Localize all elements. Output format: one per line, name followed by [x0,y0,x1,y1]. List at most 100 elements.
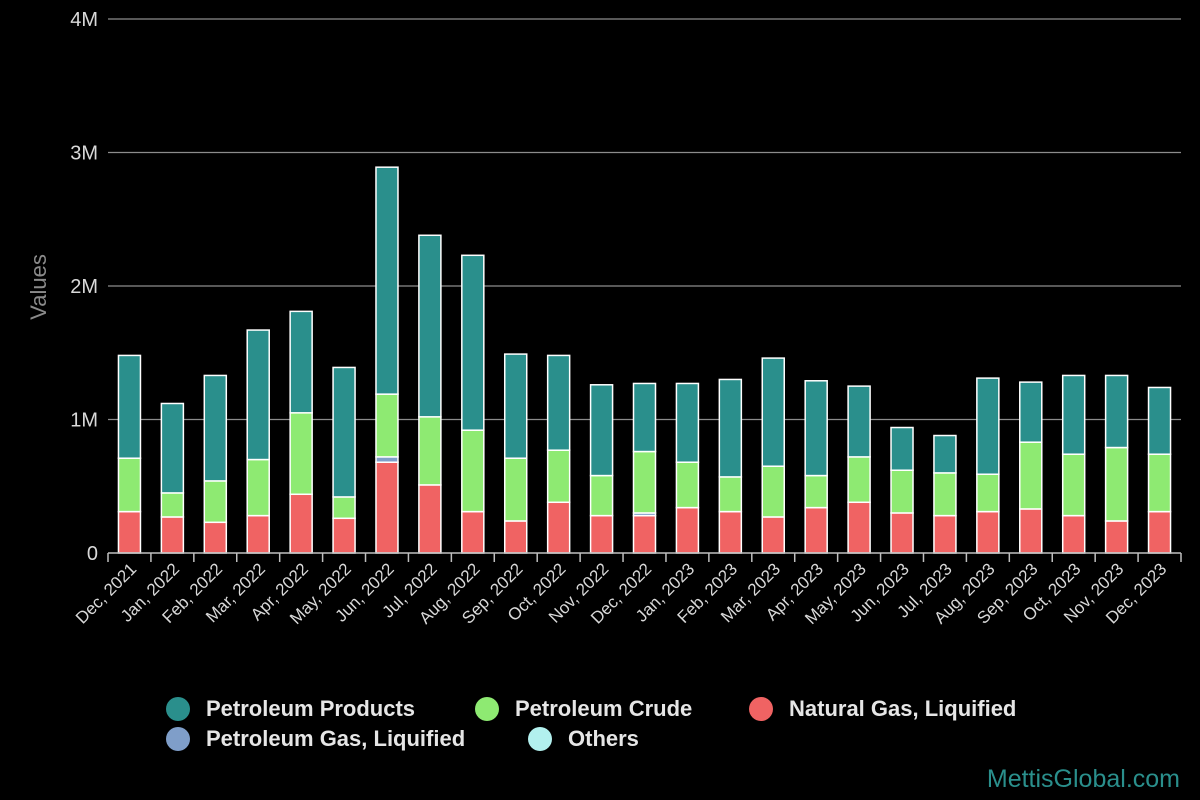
legend-swatch-petroleum-products [166,697,190,721]
bar-segment[interactable] [503,457,528,522]
bar-segment[interactable] [503,520,528,554]
legend: Petroleum Products Petroleum Crude Natur… [166,694,1166,754]
bar-segment[interactable] [1104,446,1129,522]
bar-segment[interactable] [332,366,356,498]
bar-segment[interactable] [546,449,571,504]
bar-segment[interactable] [418,484,442,554]
bar-segment[interactable] [933,434,957,474]
legend-label: Others [568,726,639,751]
bar-segment[interactable] [890,512,914,554]
bar-segment[interactable] [375,456,399,463]
bar-segment[interactable] [1061,514,1086,554]
legend-item[interactable]: Petroleum Products [166,696,475,722]
bar-segment[interactable] [203,480,228,524]
bar-segment[interactable] [933,514,957,554]
bar-segment[interactable] [546,501,571,554]
bar-segment[interactable] [632,514,657,554]
y-tick-label: 2M [70,276,98,298]
bar-segment[interactable] [418,416,442,486]
bar-segment[interactable] [246,514,270,554]
bar-segment[interactable] [632,450,657,514]
bar-segment[interactable] [632,382,657,453]
bar-segment[interactable] [203,521,228,554]
legend-item[interactable]: Natural Gas, Liquified [749,696,1016,722]
bar-segment[interactable] [289,493,313,554]
bar-segment[interactable] [1147,453,1172,513]
bar-segment[interactable] [1061,453,1086,517]
bar-segment[interactable] [160,516,185,554]
bar-segment[interactable] [589,384,614,477]
bar-segment[interactable] [804,474,828,509]
bar-segment[interactable] [375,166,399,395]
bar-segment[interactable] [1019,381,1043,443]
bar-segment[interactable] [847,501,871,554]
bar-segment[interactable] [976,377,1000,475]
bar-segment[interactable] [718,378,743,478]
legend-row-1: Petroleum Products Petroleum Crude Natur… [166,694,1166,724]
bar-segment[interactable] [418,234,442,418]
bar-segment[interactable] [160,492,185,518]
legend-swatch-natural-gas-liquified [749,697,773,721]
bar-segment[interactable] [375,393,399,458]
bar-segment[interactable] [976,510,1000,554]
legend-label: Petroleum Gas, Liquified [206,726,466,751]
bar-segment[interactable] [1061,374,1086,455]
bar-segment[interactable] [675,461,700,509]
bar-segment[interactable] [1147,510,1172,554]
bar-segment[interactable] [1019,441,1043,510]
legend-item[interactable]: Others [528,726,639,752]
y-tick-label: 4M [70,9,98,31]
bar-segment[interactable] [332,496,356,520]
bar-segment[interactable] [160,402,185,494]
y-tick-label: 1M [70,410,98,432]
bar-segment[interactable] [246,458,270,517]
bar-segment[interactable] [890,469,914,514]
bar-segment[interactable] [1104,374,1129,449]
bar-segment[interactable] [546,354,571,451]
bar-segment[interactable] [117,510,142,554]
bar-segment[interactable] [117,354,142,459]
bar-segment[interactable] [890,426,914,471]
y-axis-ticks: 0 1M 2M 3M 4M [70,9,98,565]
bar-segment[interactable] [976,473,1000,513]
legend-item[interactable]: Petroleum Gas, Liquified [166,726,528,752]
bar-segment[interactable] [675,382,700,463]
watermark: MettisGlobal.com [986,765,1180,793]
bar-segment[interactable] [289,310,313,414]
bar-segment[interactable] [718,476,743,513]
bar-segment[interactable] [761,516,786,554]
bar-segment[interactable] [675,506,700,554]
bar-segment[interactable] [461,429,485,513]
bar-segment[interactable] [1147,386,1172,455]
bar-segment[interactable] [847,456,871,504]
bar-segment[interactable] [804,506,828,554]
bars [117,166,1172,554]
bar-segment[interactable] [1019,508,1043,554]
bar-segment[interactable] [289,412,313,496]
bar-segment[interactable] [117,457,142,513]
legend-swatch-petroleum-crude [475,697,499,721]
bar-segment[interactable] [804,380,828,477]
bar-segment[interactable] [718,510,743,554]
bar-segment[interactable] [933,472,957,517]
y-axis-title: Values [26,254,51,320]
bar-segment[interactable] [761,357,786,467]
legend-label: Natural Gas, Liquified [789,696,1017,721]
bar-segment[interactable] [847,385,871,458]
bar-segment[interactable] [203,374,228,482]
bar-segment[interactable] [332,517,356,554]
bar-segment[interactable] [589,514,614,554]
bar-segment[interactable] [461,510,485,554]
y-tick-label: 0 [87,543,98,565]
bar-segment[interactable] [503,353,528,459]
bar-segment[interactable] [589,474,614,517]
legend-item[interactable]: Petroleum Crude [475,696,749,722]
bar-segment[interactable] [375,461,399,554]
legend-label: Petroleum Crude [515,696,693,721]
bar-segment[interactable] [461,254,485,431]
bar-segment[interactable] [246,329,270,461]
legend-swatch-petroleum-gas-liquified [166,727,190,751]
bar-segment[interactable] [1104,520,1129,554]
bar-segment[interactable] [761,465,786,518]
